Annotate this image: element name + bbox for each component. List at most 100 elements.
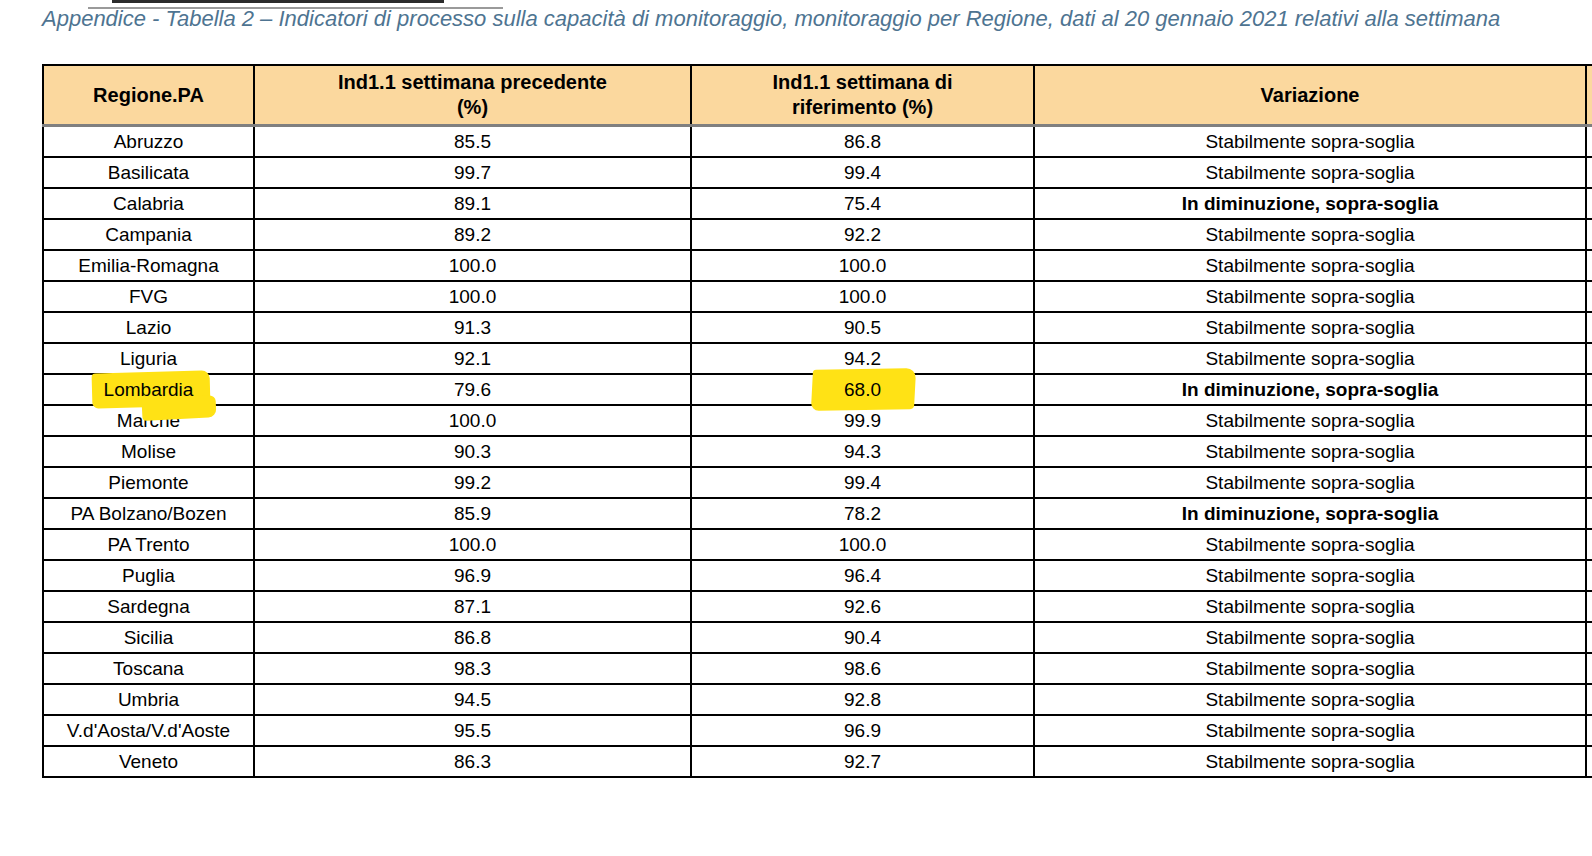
ref-value-cell: 92.7 [691, 746, 1034, 777]
table-row: Emilia-Romagna 100.0 100.0 Stabilmente s… [43, 250, 1592, 281]
prev-value-cell: 89.2 [254, 219, 691, 250]
ref-value-cell: 68.0 [691, 374, 1034, 405]
prev-value-cell: 100.0 [254, 529, 691, 560]
ref-value-cell: 92.2 [691, 219, 1034, 250]
header-ind11-settimana-riferimento: Ind1.1 settimana di riferimento (%) [691, 65, 1034, 126]
table-row: V.d'Aosta/V.d'Aoste 95.5 96.9 Stabilment… [43, 715, 1592, 746]
ref-value-cell: 100.0 [691, 529, 1034, 560]
variazione-cell: Stabilmente sopra-soglia [1034, 157, 1586, 188]
variazione-cell: Stabilmente sopra-soglia [1034, 715, 1586, 746]
ref-value-cell: 99.4 [691, 157, 1034, 188]
region-cell: Sicilia [43, 622, 254, 653]
header-clipped-column [1586, 65, 1592, 126]
region-cell: Puglia [43, 560, 254, 591]
prev-value-cell: 90.3 [254, 436, 691, 467]
ref-value-cell: 96.4 [691, 560, 1034, 591]
ref-value-cell: 90.5 [691, 312, 1034, 343]
clipped-cell [1586, 746, 1592, 777]
variazione-cell: Stabilmente sopra-soglia [1034, 560, 1586, 591]
variazione-cell: Stabilmente sopra-soglia [1034, 312, 1586, 343]
prev-value-cell: 99.7 [254, 157, 691, 188]
table-row: Sicilia 86.8 90.4 Stabilmente sopra-sogl… [43, 622, 1592, 653]
table-row: FVG 100.0 100.0 Stabilmente sopra-soglia [43, 281, 1592, 312]
variazione-cell: Stabilmente sopra-soglia [1034, 436, 1586, 467]
table-body: Abruzzo 85.5 86.8 Stabilmente sopra-sogl… [43, 126, 1592, 778]
variazione-cell: Stabilmente sopra-soglia [1034, 126, 1586, 158]
table-row: Lombardia 79.6 68.0 In diminuzione, sopr… [43, 374, 1592, 405]
region-cell: PA Trento [43, 529, 254, 560]
prev-value-cell: 79.6 [254, 374, 691, 405]
region-cell: Veneto [43, 746, 254, 777]
region-cell: Piemonte [43, 467, 254, 498]
table-row: PA Trento 100.0 100.0 Stabilmente sopra-… [43, 529, 1592, 560]
ref-value-cell: 86.8 [691, 126, 1034, 158]
region-cell: V.d'Aosta/V.d'Aoste [43, 715, 254, 746]
clipped-cell [1586, 126, 1592, 158]
prev-value-cell: 100.0 [254, 250, 691, 281]
prev-value-cell: 86.8 [254, 622, 691, 653]
variazione-cell: Stabilmente sopra-soglia [1034, 405, 1586, 436]
variazione-cell: Stabilmente sopra-soglia [1034, 746, 1586, 777]
ref-value-cell: 98.6 [691, 653, 1034, 684]
clipped-cell [1586, 498, 1592, 529]
region-cell: Liguria [43, 343, 254, 374]
clipped-cell [1586, 157, 1592, 188]
ref-value-cell: 92.8 [691, 684, 1034, 715]
clipped-cell [1586, 591, 1592, 622]
variazione-cell: Stabilmente sopra-soglia [1034, 219, 1586, 250]
ref-value-cell: 100.0 [691, 281, 1034, 312]
prev-value-cell: 100.0 [254, 405, 691, 436]
region-cell: Campania [43, 219, 254, 250]
region-cell: Molise [43, 436, 254, 467]
prev-value-cell: 86.3 [254, 746, 691, 777]
prev-value-cell: 91.3 [254, 312, 691, 343]
variazione-cell: Stabilmente sopra-soglia [1034, 529, 1586, 560]
clipped-cell [1586, 653, 1592, 684]
prev-value-cell: 96.9 [254, 560, 691, 591]
variazione-cell: In diminuzione, sopra-soglia [1034, 374, 1586, 405]
table-row: Veneto 86.3 92.7 Stabilmente sopra-sogli… [43, 746, 1592, 777]
variazione-cell: In diminuzione, sopra-soglia [1034, 188, 1586, 219]
variazione-cell: Stabilmente sopra-soglia [1034, 343, 1586, 374]
prev-value-cell: 85.9 [254, 498, 691, 529]
region-cell: Emilia-Romagna [43, 250, 254, 281]
table-row: Abruzzo 85.5 86.8 Stabilmente sopra-sogl… [43, 126, 1592, 158]
clipped-cell [1586, 622, 1592, 653]
ref-value-cell: 75.4 [691, 188, 1034, 219]
clipped-cell [1586, 436, 1592, 467]
region-cell: Toscana [43, 653, 254, 684]
table-row: Molise 90.3 94.3 Stabilmente sopra-sogli… [43, 436, 1592, 467]
ref-value-cell: 78.2 [691, 498, 1034, 529]
clipped-cell [1586, 281, 1592, 312]
table-row: Campania 89.2 92.2 Stabilmente sopra-sog… [43, 219, 1592, 250]
prev-value-cell: 87.1 [254, 591, 691, 622]
region-cell: Lazio [43, 312, 254, 343]
prev-value-cell: 95.5 [254, 715, 691, 746]
clipped-cell [1586, 343, 1592, 374]
ref-value-cell: 96.9 [691, 715, 1034, 746]
clipped-cell [1586, 188, 1592, 219]
clipped-cell [1586, 467, 1592, 498]
region-cell: Lombardia [43, 374, 254, 405]
region-cell: Abruzzo [43, 126, 254, 158]
indicators-table-container: Regione.PA Ind1.1 settimana precedente (… [42, 64, 1592, 778]
prev-value-cell: 98.3 [254, 653, 691, 684]
table-row: Lazio 91.3 90.5 Stabilmente sopra-soglia [43, 312, 1592, 343]
ref-value-cell: 100.0 [691, 250, 1034, 281]
clipped-cell [1586, 560, 1592, 591]
ref-value-cell: 92.6 [691, 591, 1034, 622]
table-row: Basilicata 99.7 99.4 Stabilmente sopra-s… [43, 157, 1592, 188]
clipped-cell [1586, 715, 1592, 746]
table-row: Puglia 96.9 96.4 Stabilmente sopra-sogli… [43, 560, 1592, 591]
header-ind11-settimana-precedente: Ind1.1 settimana precedente (%) [254, 65, 691, 126]
clipped-cell [1586, 405, 1592, 436]
header-regione-pa: Regione.PA [43, 65, 254, 126]
prev-value-cell: 92.1 [254, 343, 691, 374]
clipped-cell [1586, 250, 1592, 281]
region-cell: PA Bolzano/Bozen [43, 498, 254, 529]
page-title: Appendice - Tabella 2 – Indicatori di pr… [42, 6, 1500, 32]
variazione-cell: In diminuzione, sopra-soglia [1034, 498, 1586, 529]
clipped-cell [1586, 312, 1592, 343]
clipped-cell [1586, 374, 1592, 405]
prev-value-cell: 100.0 [254, 281, 691, 312]
